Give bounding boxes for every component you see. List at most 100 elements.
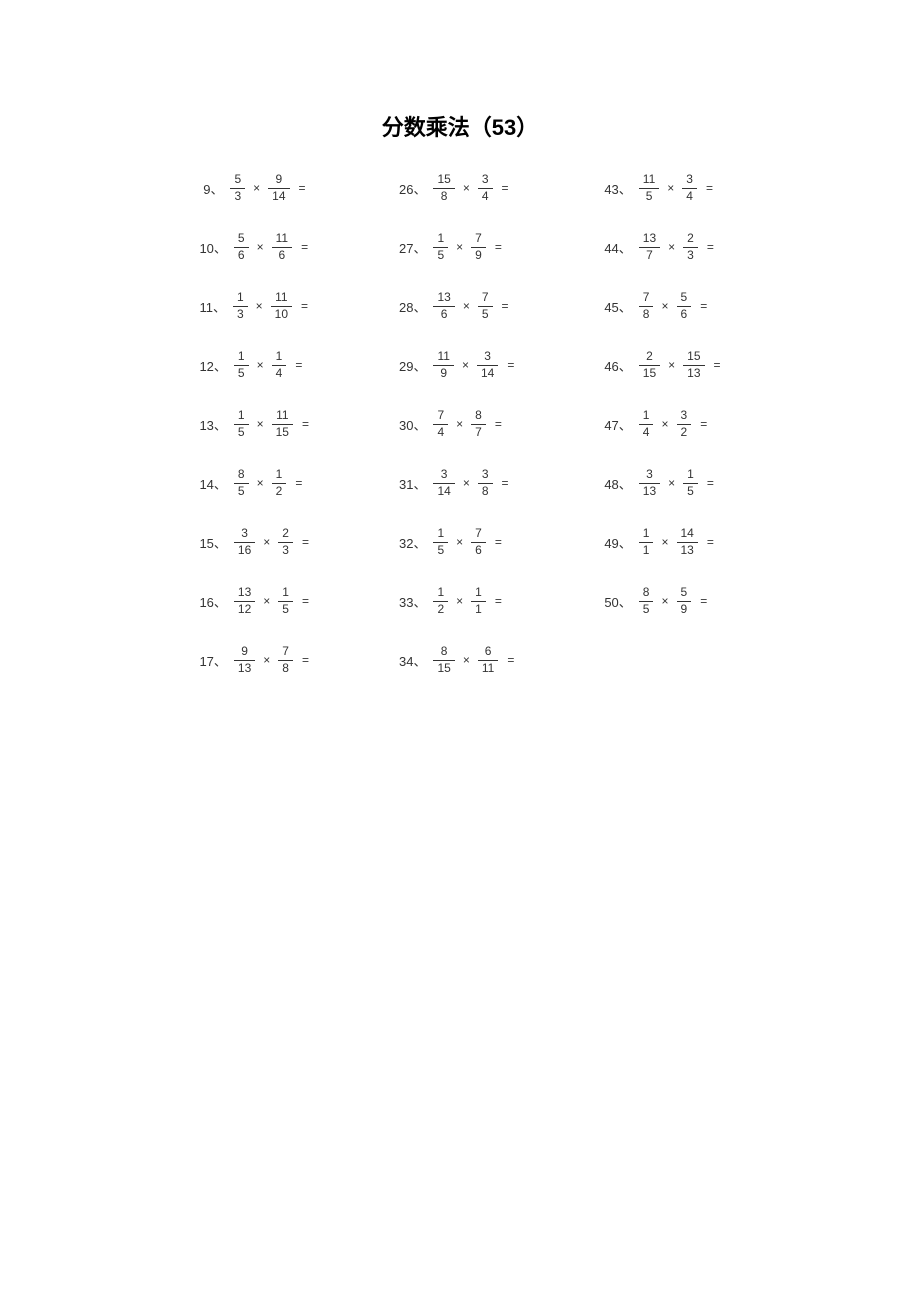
equals-sign: = [289, 358, 302, 372]
times-operator: × [663, 358, 680, 372]
equals-sign: = [501, 358, 514, 372]
fraction-a: 78 [636, 291, 657, 320]
fraction-b: 79 [468, 232, 489, 261]
problem-row: 12、15×14= [199, 349, 309, 381]
fraction-a: 1312 [231, 586, 258, 615]
numerator: 11 [272, 232, 292, 246]
denominator: 3 [683, 247, 698, 262]
numerator: 15 [683, 350, 704, 364]
equals-sign: = [293, 181, 306, 195]
numerator: 3 [237, 527, 252, 541]
numerator: 7 [471, 232, 486, 246]
fraction-a: 316 [231, 527, 258, 556]
equals-sign: = [489, 535, 502, 549]
question-number: 50、 [604, 592, 635, 611]
fraction-a: 12 [430, 586, 451, 615]
question-number: 47、 [604, 415, 635, 434]
denominator: 7 [639, 247, 660, 262]
equals-sign: = [700, 181, 713, 195]
problem-row: 15、316×23= [199, 526, 309, 558]
problem-row: 13、15×1115= [199, 408, 309, 440]
problem-row: 16、1312×15= [199, 585, 309, 617]
fraction-a: 15 [231, 409, 252, 438]
denominator: 3 [278, 542, 293, 557]
fraction-b: 59 [674, 586, 695, 615]
question-number: 27、 [399, 238, 430, 257]
question-number: 30、 [399, 415, 430, 434]
fraction-b: 56 [674, 291, 695, 320]
fraction-a: 215 [636, 350, 663, 379]
problem-row: 34、815×611= [399, 644, 514, 676]
equals-sign: = [289, 476, 302, 490]
fraction-b: 75 [475, 291, 496, 320]
problem-row: 14、85×12= [199, 467, 309, 499]
denominator: 9 [433, 365, 453, 380]
question-number: 9、 [199, 179, 227, 198]
fraction-a: 158 [430, 173, 457, 202]
denominator: 4 [433, 424, 448, 439]
problem-row: 45、78×56= [604, 290, 720, 322]
fraction-a: 53 [227, 173, 248, 202]
problem-row: 48、313×15= [604, 467, 720, 499]
numerator: 9 [237, 645, 252, 659]
problem-row: 44、137×23= [604, 231, 720, 263]
equals-sign: = [694, 417, 707, 431]
equals-sign: = [701, 476, 714, 490]
fraction-b: 1115 [269, 409, 296, 438]
fraction-b: 23 [680, 232, 701, 261]
times-operator: × [252, 240, 269, 254]
equals-sign: = [296, 417, 309, 431]
fraction-a: 119 [430, 350, 456, 379]
denominator: 6 [234, 247, 249, 262]
times-operator: × [458, 476, 475, 490]
problem-row: 17、913×78= [199, 644, 309, 676]
worksheet: 9、53×914=10、56×116=11、13×1110=12、15×14=1… [0, 172, 920, 676]
fraction-b: 38 [475, 468, 496, 497]
denominator: 15 [433, 660, 454, 675]
times-operator: × [656, 417, 673, 431]
question-number: 46、 [604, 356, 635, 375]
times-operator: × [656, 535, 673, 549]
denominator: 6 [677, 306, 692, 321]
denominator: 5 [639, 601, 654, 616]
denominator: 5 [433, 247, 448, 262]
fraction-a: 137 [636, 232, 663, 261]
denominator: 14 [477, 365, 498, 380]
fraction-b: 15 [680, 468, 701, 497]
problem-row: 43、115×34= [604, 172, 720, 204]
denominator: 16 [234, 542, 255, 557]
problem-row: 30、74×87= [399, 408, 514, 440]
times-operator: × [663, 476, 680, 490]
denominator: 5 [639, 188, 659, 203]
fraction-a: 85 [636, 586, 657, 615]
numerator: 15 [433, 173, 454, 187]
numerator: 1 [233, 291, 248, 305]
question-number: 44、 [604, 238, 635, 257]
equals-sign: = [295, 240, 308, 254]
problem-row: 28、136×75= [399, 290, 514, 322]
question-number: 28、 [399, 297, 430, 316]
numerator: 9 [271, 173, 286, 187]
question-number: 33、 [399, 592, 430, 611]
fraction-b: 914 [265, 173, 292, 202]
numerator: 1 [433, 586, 448, 600]
numerator: 7 [639, 291, 654, 305]
times-operator: × [663, 240, 680, 254]
fraction-b: 76 [468, 527, 489, 556]
problem-row: 49、11×1413= [604, 526, 720, 558]
numerator: 7 [471, 527, 486, 541]
equals-sign: = [489, 417, 502, 431]
denominator: 8 [433, 188, 454, 203]
fraction-a: 85 [231, 468, 252, 497]
numerator: 11 [639, 173, 659, 187]
denominator: 8 [278, 660, 293, 675]
denominator: 14 [268, 188, 289, 203]
problem-row: 46、215×1513= [604, 349, 720, 381]
equals-sign: = [489, 594, 502, 608]
fraction-a: 15 [231, 350, 252, 379]
problem-row: 32、15×76= [399, 526, 514, 558]
equals-sign: = [496, 181, 509, 195]
equals-sign: = [496, 476, 509, 490]
fraction-b: 23 [275, 527, 296, 556]
fraction-b: 116 [269, 232, 295, 261]
